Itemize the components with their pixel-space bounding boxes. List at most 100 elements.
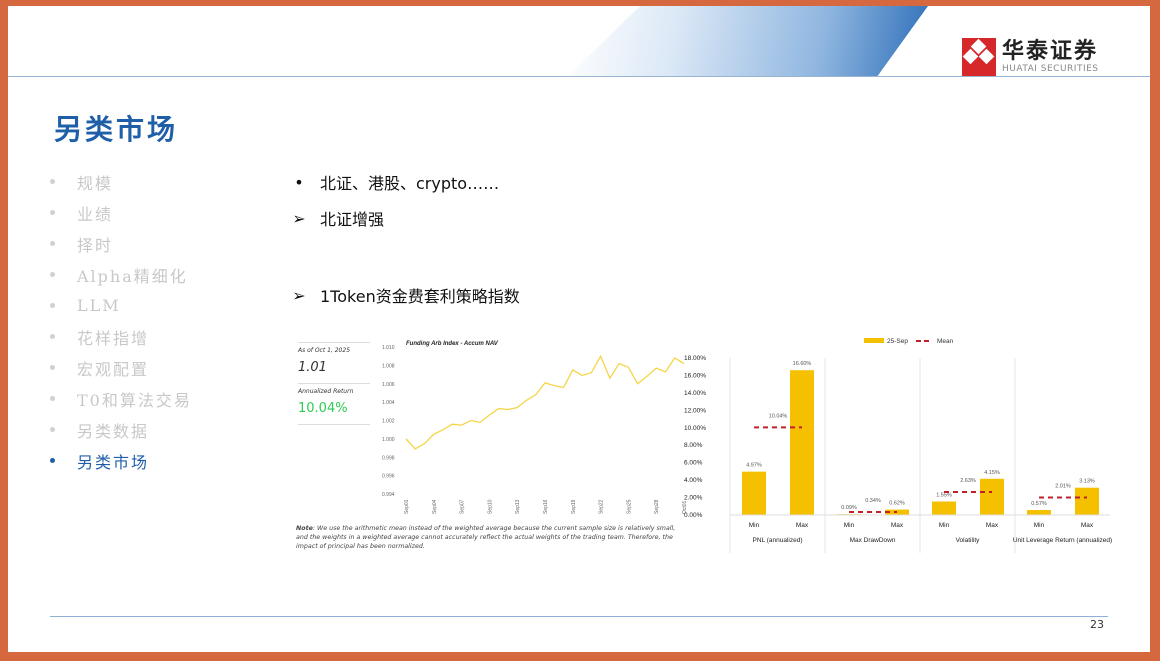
x-tick-label: Sep25 (626, 499, 632, 514)
huatai-logo: 华泰证券 HUATAI SECURITIES (962, 38, 1099, 76)
nav-item[interactable]: Alpha精细化 (50, 259, 192, 290)
nav-value: 1.01 (298, 360, 327, 375)
bullet-dot-icon (50, 303, 55, 308)
y-tick-label: 2.00% (684, 495, 703, 502)
bullet-dot-icon (50, 427, 55, 432)
y-tick-label: 10.00% (684, 425, 706, 432)
bar-data-label: 4.15% (984, 470, 1000, 476)
x-category-label: Max (1081, 522, 1094, 529)
bullet-text: 北证、港股、crypto…… (320, 174, 500, 193)
y-tick-label: 18.00% (684, 355, 706, 362)
page-title: 另类市场 (54, 113, 179, 146)
bar-data-label: 4.97% (746, 463, 762, 469)
note-bold: Note (296, 525, 313, 532)
nav-item-label: Alpha精细化 (77, 266, 188, 286)
note-text: : We use the arithmetic mean instead of … (296, 525, 676, 550)
nav-item-label: 花样指增 (77, 328, 150, 348)
y-tick-label: 0.998 (382, 455, 395, 461)
logo-cn: 华泰证券 (1002, 39, 1099, 64)
bullet-dot-icon (50, 396, 55, 401)
stats-panel: As of Oct 1, 2025 1.01 Annualized Return… (298, 342, 370, 429)
y-tick-label: 0.00% (684, 512, 703, 519)
bullet: • 北证、港股、crypto…… (292, 170, 499, 194)
x-category-label: Min (749, 522, 760, 529)
y-tick-label: 12.00% (684, 407, 706, 414)
group-label: Max DrawDown (850, 537, 896, 544)
y-tick-label: 1.008 (382, 363, 395, 369)
x-tick-label: Sep22 (599, 499, 605, 514)
chart-title: Funding Arb Index - Accum NAV (406, 341, 499, 347)
nav-item[interactable]: 择时 (50, 228, 192, 259)
asof-label: As of Oct 1, 2025 (298, 342, 370, 354)
footer-divider (50, 616, 1108, 617)
bullet-dot-icon (50, 334, 55, 339)
x-tick-label: Sep13 (515, 499, 521, 514)
nav-item-label: 规模 (77, 173, 114, 193)
bullet-dot-icon (50, 272, 55, 277)
bar-data-label: 0.09% (841, 505, 857, 511)
y-tick-label: 1.006 (382, 382, 395, 388)
bar (790, 370, 814, 515)
bar-data-label: 0.62% (889, 501, 905, 507)
nav-item[interactable]: 规模 (50, 166, 192, 197)
mean-data-label: 2.63% (960, 478, 976, 484)
header-globe-band (568, 6, 928, 76)
group-label: Unit Leverage Return (annualized) (1013, 537, 1112, 544)
nav-item[interactable]: 另类数据 (50, 414, 192, 445)
nav-item-label: T0和算法交易 (77, 390, 192, 410)
x-tick-label: Sep04 (432, 499, 438, 514)
y-tick-label: 1.000 (382, 437, 395, 443)
x-tick-label: Sep19 (571, 499, 577, 514)
x-tick-label: Sep28 (654, 499, 660, 514)
bullet-text: 1Token资金费套利策略指数 (320, 287, 520, 306)
nav-item-label: 宏观配置 (77, 359, 150, 379)
legend-swatch-bar (864, 338, 884, 343)
x-category-label: Max (986, 522, 999, 529)
y-tick-label: 16.00% (684, 372, 706, 379)
nav-item-label: 业绩 (77, 204, 114, 224)
mean-data-label: 0.34% (865, 498, 881, 504)
y-tick-label: 6.00% (684, 460, 703, 467)
bar (1027, 510, 1051, 515)
y-tick-label: 14.00% (684, 390, 706, 397)
bar-data-label: 3.13% (1079, 479, 1095, 485)
bar-data-label: 0.57% (1031, 501, 1047, 507)
nav-line-chart: Funding Arb Index - Accum NAV 0.994 0.996 0… (382, 341, 688, 514)
nav-item[interactable]: T0和算法交易 (50, 383, 192, 414)
x-tick-label: Sep10 (487, 499, 493, 514)
bullet-marker: • (294, 172, 304, 192)
bullet-dot-icon (50, 241, 55, 246)
bar (932, 501, 956, 515)
x-category-label: Min (1034, 522, 1045, 529)
bullet-dot-icon (50, 458, 55, 463)
bar-data-label: 1.55% (936, 492, 952, 498)
bullet-dot-icon (50, 365, 55, 370)
bar (1075, 487, 1099, 515)
x-category-label: Min (844, 522, 855, 529)
header-divider (8, 76, 1150, 77)
legend-label: 25-Sep (887, 338, 908, 345)
nav-item[interactable]: 花样指增 (50, 321, 192, 352)
bar-data-label: 16.60% (793, 361, 812, 367)
mean-data-label: 2.01% (1055, 483, 1071, 489)
nav-item[interactable]: LLM (50, 290, 192, 321)
bullet: ➢ 北证增强 (292, 206, 384, 230)
section-nav: 规模业绩择时 Alpha精细化 LLM 花样指增宏观配置 T0和算法交易另类数据 另类市场 (50, 166, 192, 476)
nav-item[interactable]: 另类市场 (50, 445, 192, 476)
bullet-dot-icon (50, 210, 55, 215)
x-tick-label: Sep07 (460, 499, 466, 514)
bar (980, 478, 1004, 515)
y-tick-label: 1.002 (382, 419, 395, 425)
nav-line (405, 354, 685, 450)
nav-item[interactable]: 宏观配置 (50, 352, 192, 383)
return-value: 10.04% (298, 401, 348, 416)
y-tick-label: 1.004 (382, 400, 395, 406)
x-tick-label: Sep16 (543, 499, 549, 514)
bullet-dot-icon (50, 179, 55, 184)
slide: 华泰证券 HUATAI SECURITIES 另类市场 规模业绩择时 Alpha精细… (8, 6, 1150, 652)
note: Note: We use the arithmetic mean instead… (296, 524, 688, 551)
nav-item[interactable]: 业绩 (50, 197, 192, 228)
group-label: PNL (annualized) (753, 537, 803, 544)
page-number: 23 (1090, 618, 1104, 631)
x-category-label: Max (796, 522, 809, 529)
